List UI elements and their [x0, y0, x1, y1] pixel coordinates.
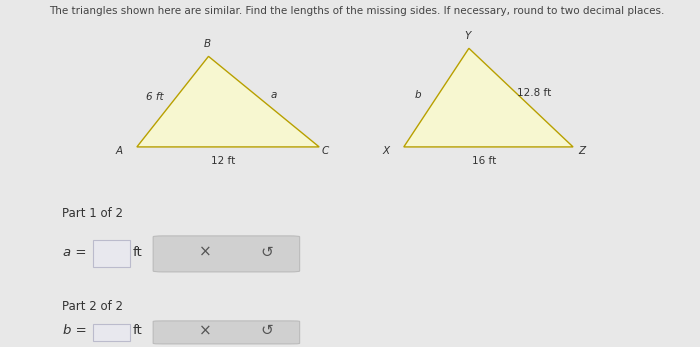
Text: a: a	[270, 90, 276, 100]
Text: ft: ft	[132, 324, 142, 337]
Text: C: C	[322, 146, 329, 156]
FancyBboxPatch shape	[92, 324, 130, 341]
Text: The triangles shown here are similar. Find the lengths of the missing sides. If : The triangles shown here are similar. Fi…	[49, 6, 664, 16]
Text: b =: b =	[63, 324, 87, 337]
Text: Part 2 of 2: Part 2 of 2	[62, 300, 123, 313]
Text: 12.8 ft: 12.8 ft	[517, 87, 551, 98]
Text: Y: Y	[464, 31, 471, 41]
FancyBboxPatch shape	[153, 321, 300, 344]
Text: b: b	[414, 90, 421, 100]
FancyBboxPatch shape	[153, 236, 300, 272]
FancyBboxPatch shape	[92, 240, 130, 266]
Text: ×: ×	[199, 245, 211, 260]
Text: Z: Z	[578, 146, 585, 156]
Polygon shape	[137, 56, 319, 147]
Text: ↺: ↺	[260, 245, 274, 260]
Text: X: X	[383, 146, 390, 156]
Text: ft: ft	[132, 246, 142, 259]
Text: a =: a =	[63, 246, 87, 259]
Text: ↺: ↺	[260, 323, 274, 338]
Text: Part 1 of 2: Part 1 of 2	[62, 207, 123, 220]
Text: 16 ft: 16 ft	[472, 156, 496, 166]
Text: B: B	[204, 39, 211, 49]
Text: 12 ft: 12 ft	[211, 156, 236, 166]
Polygon shape	[404, 48, 573, 147]
Text: 6 ft: 6 ft	[146, 92, 163, 102]
Text: A: A	[116, 146, 123, 156]
Text: ×: ×	[199, 323, 211, 338]
